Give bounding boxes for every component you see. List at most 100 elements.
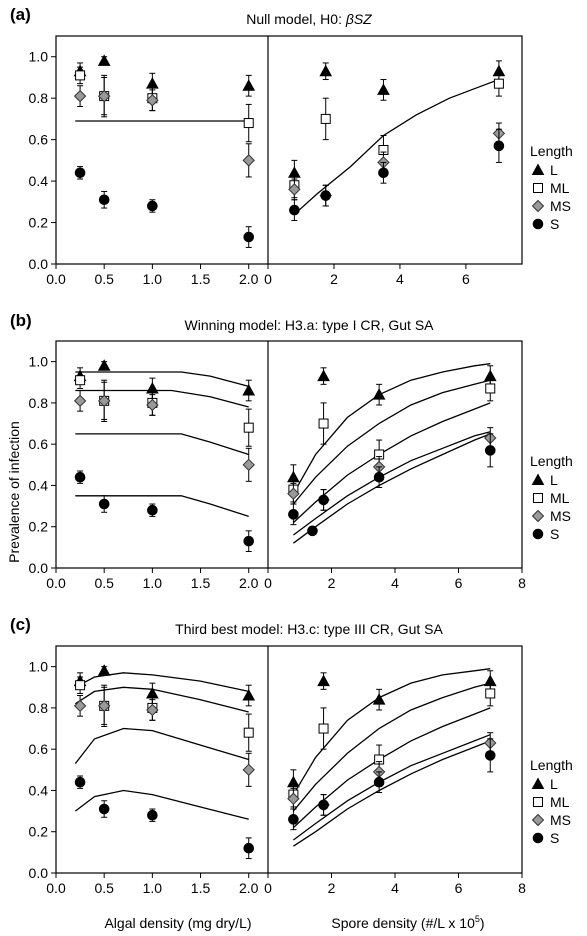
legend-marker-L xyxy=(531,163,545,175)
model-curve xyxy=(292,682,491,812)
data-point-S xyxy=(320,190,332,201)
data-point-L xyxy=(242,79,256,91)
x-tick-label: 1.0 xyxy=(143,575,163,591)
subplot-right: 0 2 4 6 8 xyxy=(264,668,526,896)
data-point-S xyxy=(373,471,385,483)
model-curve xyxy=(293,78,500,215)
data-point-MS xyxy=(73,89,87,103)
y-tick-label: 0.2 xyxy=(29,824,49,840)
data-point-S xyxy=(318,799,329,811)
legend-label: L xyxy=(550,472,558,488)
x-tick-label: 6 xyxy=(455,880,463,896)
model-curve xyxy=(74,686,249,713)
x-tick-label: 1.5 xyxy=(191,880,211,896)
data-point-S xyxy=(484,445,496,456)
data-point-S xyxy=(288,814,299,825)
data-point-MS xyxy=(146,703,159,717)
y-tick-label: 0.0 xyxy=(29,865,49,881)
model-curve xyxy=(293,734,491,841)
x-tick-label: 1.0 xyxy=(143,880,163,896)
model-curve xyxy=(74,727,249,764)
x-tick-label: 6 xyxy=(455,575,463,591)
y-tick-label: 0.6 xyxy=(29,132,49,148)
data-point-ML xyxy=(485,688,496,699)
x-tick-label: 2 xyxy=(328,575,336,591)
data-point-MS xyxy=(288,183,301,196)
y-tick-label: 0.4 xyxy=(29,477,49,493)
data-point-L xyxy=(317,369,330,382)
data-point-S xyxy=(74,776,86,788)
data-point-L xyxy=(372,693,386,705)
data-point-S xyxy=(307,525,318,537)
legend-marker-S xyxy=(532,528,544,540)
y-tick-label: 0.0 xyxy=(29,256,49,272)
subplot-right: 0 2 4 6 xyxy=(264,60,506,287)
data-point-ML xyxy=(75,375,86,386)
data-point-ML xyxy=(485,383,496,394)
x-tick-label: 0.0 xyxy=(46,575,66,591)
plot-frame xyxy=(55,645,523,874)
x-tick-label: 0.5 xyxy=(94,271,114,287)
data-point-S xyxy=(147,809,158,821)
x-tick-label: 4 xyxy=(391,575,399,591)
data-point-S xyxy=(98,194,110,206)
model-curve xyxy=(75,495,249,518)
legend-marker-L xyxy=(531,473,545,485)
data-point-MS xyxy=(73,699,87,713)
legend-marker-S xyxy=(532,832,544,844)
data-point-S xyxy=(378,167,389,179)
panel-title-b: Winning model: H3.a: type I CR, Gut SA xyxy=(185,317,435,333)
data-point-ML xyxy=(75,680,86,691)
panel-label-b: (b) xyxy=(10,311,32,330)
data-point-L xyxy=(317,674,330,687)
y-tick-label: 0.8 xyxy=(29,90,49,106)
data-point-S xyxy=(243,842,255,854)
data-point-L xyxy=(372,388,386,400)
data-point-S xyxy=(318,494,329,506)
data-point-S xyxy=(243,535,255,547)
legend-label: ML xyxy=(550,180,570,196)
x-tick-label: 1.0 xyxy=(143,271,163,287)
x-tick-label: 8 xyxy=(518,880,526,896)
x-tick-label: 0 xyxy=(264,271,272,287)
plot-frame xyxy=(55,35,523,265)
y-tick-label: 0.6 xyxy=(29,741,49,757)
model-curve xyxy=(293,433,491,544)
data-point-S xyxy=(288,509,299,520)
panel-0: 0.0 0.2 0.4 0.6 0.8 1.0 0.0 0.5 1.0 1.5 2.0 0 2 4 6 xyxy=(29,35,523,287)
data-point-S xyxy=(98,498,110,510)
x-tick-label: 0.0 xyxy=(46,880,66,896)
x-tick-label: 1.5 xyxy=(191,271,211,287)
x-tick-label: 0 xyxy=(264,575,272,591)
data-point-MS xyxy=(73,394,87,408)
panel-c-labels: (c) Third best model: H3.c: type III CR,… xyxy=(10,615,443,637)
data-point-ML xyxy=(320,113,331,124)
data-point-MS xyxy=(242,458,255,472)
data-point-ML xyxy=(243,727,254,738)
x-tick-label: 2.0 xyxy=(239,880,259,896)
data-point-S xyxy=(243,231,255,243)
plot-frame xyxy=(55,340,523,569)
data-point-MS xyxy=(287,792,300,805)
legend-marker-ML xyxy=(533,493,543,503)
data-point-S xyxy=(98,803,110,815)
data-point-MS xyxy=(97,699,111,713)
legend-marker-S xyxy=(532,218,544,230)
data-point-MS xyxy=(97,394,111,408)
panel-label-a: (a) xyxy=(10,5,31,24)
legend-marker-MS xyxy=(531,199,545,213)
panel-title-a: Null model, H0: βSZ xyxy=(246,11,372,27)
data-point-L xyxy=(97,54,111,66)
model-curve xyxy=(293,740,491,847)
legends: Length L ML MS S Length L ML MS S Length L ML MS S xyxy=(530,143,573,846)
data-point-ML xyxy=(318,418,329,429)
legend-title: Length xyxy=(530,453,573,469)
data-point-S xyxy=(289,204,300,216)
model-curve xyxy=(75,371,249,388)
model-curve xyxy=(293,431,491,536)
y-tick-label: 1.0 xyxy=(29,659,49,675)
data-point-S xyxy=(484,750,496,761)
panel-a-labels: (a) Null model, H0: βSZ xyxy=(10,5,372,27)
legend-label: MS xyxy=(550,812,571,828)
